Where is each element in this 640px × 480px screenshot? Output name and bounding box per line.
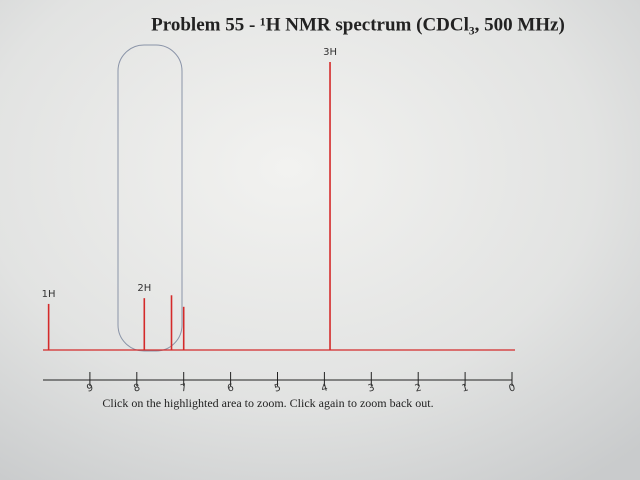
chart-title: Problem 55 - ¹H NMR spectrum (CDCl₃, 500…	[151, 14, 565, 35]
zoom-highlight[interactable]	[117, 44, 183, 352]
x-tick-label: 0	[508, 382, 517, 394]
peak-label: 2H	[137, 283, 151, 294]
x-tick-label: 3	[367, 382, 376, 394]
x-tick-label: 6	[226, 382, 235, 394]
x-tick-label: 5	[273, 382, 282, 394]
caption: Click on the highlighted area to zoom. C…	[102, 396, 433, 410]
x-tick-label: 8	[132, 382, 141, 394]
peak-label: 1H	[42, 289, 56, 300]
x-tick-label: 7	[179, 382, 188, 394]
x-tick-label: 4	[320, 382, 329, 394]
x-tick-label: 1	[461, 382, 470, 394]
x-tick-label: 9	[86, 382, 95, 394]
x-tick-label: 2	[414, 382, 423, 394]
peak-label: 3H	[323, 47, 337, 58]
